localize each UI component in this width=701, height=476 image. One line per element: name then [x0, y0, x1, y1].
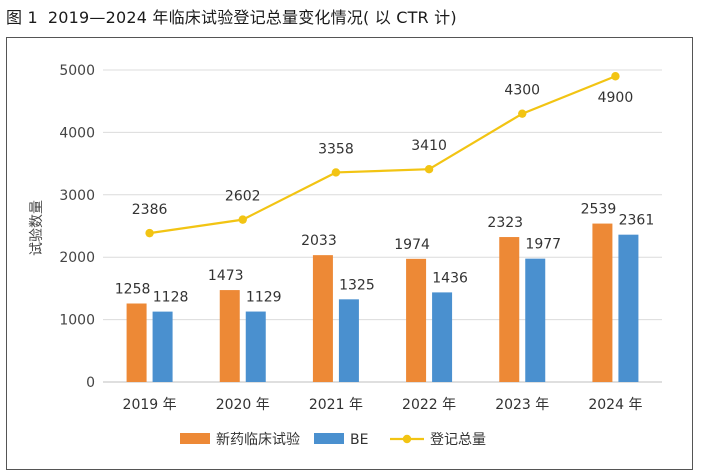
x-tick-label: 2020 年	[216, 397, 270, 413]
bar	[432, 292, 453, 382]
bar	[245, 311, 266, 382]
y-tick-label: 2000	[59, 250, 95, 266]
data-labels: 1258 1473 2033 1974 2323 2539 1128 1129 1325 1436…	[115, 83, 654, 306]
total-line-point	[424, 165, 434, 174]
y-axis-ticks: 0 1000 2000 3000 4000 5000	[59, 63, 95, 391]
y-tick-label: 0	[86, 375, 95, 391]
y-tick-label: 4000	[59, 125, 95, 141]
total-line-point	[331, 168, 341, 177]
legend-swatch	[180, 433, 210, 444]
bar-data-label: 2539	[581, 202, 617, 218]
bar-data-label: 1974	[394, 237, 430, 253]
bar	[618, 234, 639, 382]
figure-caption: 2019—2024 年临床试验登记总量变化情况( 以 CTR 计)	[47, 8, 457, 27]
x-tick-label: 2022 年	[402, 397, 456, 413]
line-data-label: 3358	[318, 141, 354, 157]
legend-label: 登记总量	[430, 432, 486, 448]
legend: 新药临床试验 BE 登记总量	[180, 432, 486, 448]
bar	[152, 311, 173, 382]
line-data-label: 2602	[225, 189, 261, 205]
total-line-point	[518, 109, 527, 118]
bar	[338, 299, 359, 382]
total-line-point	[238, 215, 247, 224]
y-axis-label: 试验数量	[29, 200, 45, 256]
bar	[219, 290, 240, 382]
line-data-label: 3410	[411, 138, 447, 154]
y-tick-label: 3000	[59, 188, 95, 204]
bar-data-label: 2323	[487, 215, 523, 231]
bars	[126, 223, 639, 382]
bar-data-label: 1473	[208, 268, 244, 284]
total-line-point	[145, 228, 154, 238]
bar	[126, 303, 147, 382]
bar	[592, 223, 613, 382]
y-tick-label: 1000	[59, 313, 95, 329]
total-line-point	[611, 72, 620, 81]
line-data-label: 4900	[598, 90, 634, 106]
x-tick-label: 2024 年	[588, 397, 642, 413]
chart-frame	[6, 37, 693, 470]
legend-marker	[402, 434, 412, 444]
y-tick-label: 5000	[59, 63, 95, 79]
bar	[525, 258, 546, 382]
bar-data-label: 2361	[619, 213, 655, 229]
line-data-label: 4300	[504, 83, 540, 99]
bar	[499, 237, 520, 382]
x-tick-label: 2023 年	[495, 397, 549, 413]
bar-data-label: 2033	[301, 233, 337, 249]
bar-data-label: 1977	[525, 237, 561, 253]
total-line	[145, 72, 620, 238]
bar	[312, 255, 333, 382]
bar-data-label: 1129	[246, 290, 282, 306]
legend-label: 新药临床试验	[216, 432, 300, 448]
total-line-path	[149, 75, 616, 235]
figure-label: 图 1	[6, 8, 38, 27]
bar-data-label: 1128	[153, 290, 189, 306]
legend-swatch	[314, 433, 344, 444]
line-data-label: 2386	[132, 202, 168, 218]
bar-data-label: 1436	[432, 270, 468, 286]
bar-data-label: 1325	[339, 277, 375, 293]
x-tick-label: 2019 年	[123, 397, 177, 413]
legend-label: BE	[350, 432, 368, 448]
bar	[406, 258, 427, 382]
x-axis-ticks: 2019 年 2020 年 2021 年 2022 年 2023 年 2024 年	[123, 397, 643, 413]
figure-title: 图 1 2019—2024 年临床试验登记总量变化情况( 以 CTR 计)	[6, 4, 475, 28]
bar-data-label: 1258	[115, 282, 151, 298]
gridlines	[103, 69, 662, 383]
x-tick-label: 2021 年	[309, 397, 363, 413]
